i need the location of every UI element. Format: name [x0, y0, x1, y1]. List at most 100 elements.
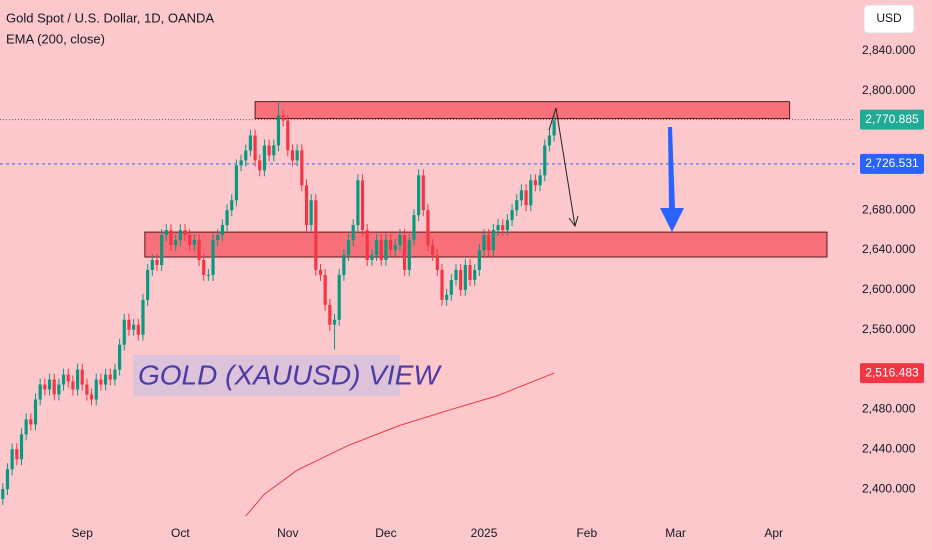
candle-body [75, 369, 80, 390]
plot-area: Sep Oct Nov Dec 2025 Feb Mar Apr [0, 100, 855, 540]
candle-body [19, 434, 24, 460]
candle-body [132, 324, 136, 330]
chart-title: Gold Spot / U.S. Dollar, 1D, OANDA [6, 10, 214, 25]
candle-body [230, 200, 234, 211]
candle-body [384, 240, 388, 260]
candle-body [440, 269, 444, 300]
x-tick-label: Apr [764, 526, 783, 540]
y-tick-label: 2,600.000 [862, 282, 916, 296]
candle-body [71, 381, 75, 390]
y-tick-label: 2,440.000 [862, 441, 916, 455]
candle-body [328, 304, 332, 325]
candle-body [356, 180, 360, 226]
arrow-head [568, 215, 579, 228]
candle-body [174, 240, 178, 246]
candle-body [482, 235, 486, 251]
zone [254, 101, 791, 120]
candle-body [426, 210, 430, 246]
candle-body [276, 115, 281, 146]
y-tick-label: 2,400.000 [862, 481, 916, 495]
candle-body [529, 180, 533, 206]
y-tick-label: 2,640.000 [862, 242, 916, 256]
candle-body [454, 269, 458, 280]
candle-body [431, 245, 435, 256]
candle-body [108, 374, 112, 380]
candle-body [94, 379, 98, 400]
currency-label[interactable]: USD [876, 11, 902, 25]
candle-body [337, 274, 341, 320]
candle-body [468, 264, 472, 280]
candle-body [122, 319, 126, 345]
candle-body [304, 185, 309, 226]
candle-body [169, 230, 173, 246]
candle-body [206, 274, 210, 276]
candle-body [379, 240, 383, 260]
candle-body [552, 120, 556, 136]
candle-body [248, 135, 253, 151]
candle-body [459, 269, 463, 290]
candle-body [141, 299, 145, 335]
candle-body [178, 230, 182, 241]
candle-body [360, 180, 365, 231]
annotation: GOLD (XAUUSD) VIEW [138, 359, 442, 390]
candle-body [346, 240, 351, 256]
candle-body [365, 230, 369, 260]
candle-body [435, 255, 439, 270]
price-axis: 2,400.000 2,440.000 2,480.000 2,560.000 2,60… [860, 43, 924, 495]
candle-body [417, 175, 421, 216]
candle-body [501, 225, 505, 231]
candle-body [216, 235, 220, 241]
candle-body [225, 210, 229, 226]
candle-body [407, 240, 411, 270]
candle-body [220, 225, 224, 236]
indicator-label: EMA (200, close) [6, 31, 105, 46]
price-tag-label: 2,726.531 [865, 156, 919, 170]
candle-body [155, 260, 159, 265]
candle-body [66, 374, 70, 382]
candle-body [342, 255, 346, 275]
candle-body [267, 145, 271, 156]
candle-body [388, 240, 393, 251]
candle-body [281, 115, 285, 121]
candle-body [239, 160, 243, 166]
candle-body [323, 274, 327, 305]
candle-body [543, 145, 547, 176]
candle-body [197, 240, 201, 260]
candle-body [473, 269, 477, 280]
candle-body [5, 469, 10, 490]
x-tick-label: Dec [375, 526, 396, 540]
candle-body [286, 120, 290, 151]
x-tick-label: Sep [72, 526, 94, 540]
y-tick-label: 2,680.000 [862, 202, 916, 216]
candle-body [80, 369, 84, 385]
currency-button[interactable] [863, 4, 915, 34]
candle-body [445, 294, 449, 300]
candle-body [33, 399, 38, 425]
candle-body [290, 150, 295, 161]
candle-body [202, 260, 206, 275]
x-tick-label: Feb [576, 526, 597, 540]
candle-body [370, 255, 374, 260]
candle-body [253, 135, 257, 161]
candle-body [272, 145, 276, 156]
x-tick-label: 2025 [471, 526, 498, 540]
candle-body [477, 250, 481, 270]
candle-body [314, 200, 318, 270]
candle-body [262, 145, 267, 171]
candle-body [496, 225, 500, 231]
candle-body [309, 200, 313, 226]
y-tick-label: 2,560.000 [862, 322, 916, 336]
candle-body [57, 384, 61, 395]
candle-body [491, 230, 495, 251]
candle-body [398, 235, 402, 246]
candle-body [52, 379, 56, 395]
x-tick-label: Nov [277, 526, 298, 540]
candle-body [351, 225, 355, 241]
candle-body [412, 215, 416, 241]
candle-body [487, 235, 491, 251]
candle-body [61, 374, 66, 385]
projection-arrow [548, 107, 576, 227]
candle-body [421, 175, 425, 211]
